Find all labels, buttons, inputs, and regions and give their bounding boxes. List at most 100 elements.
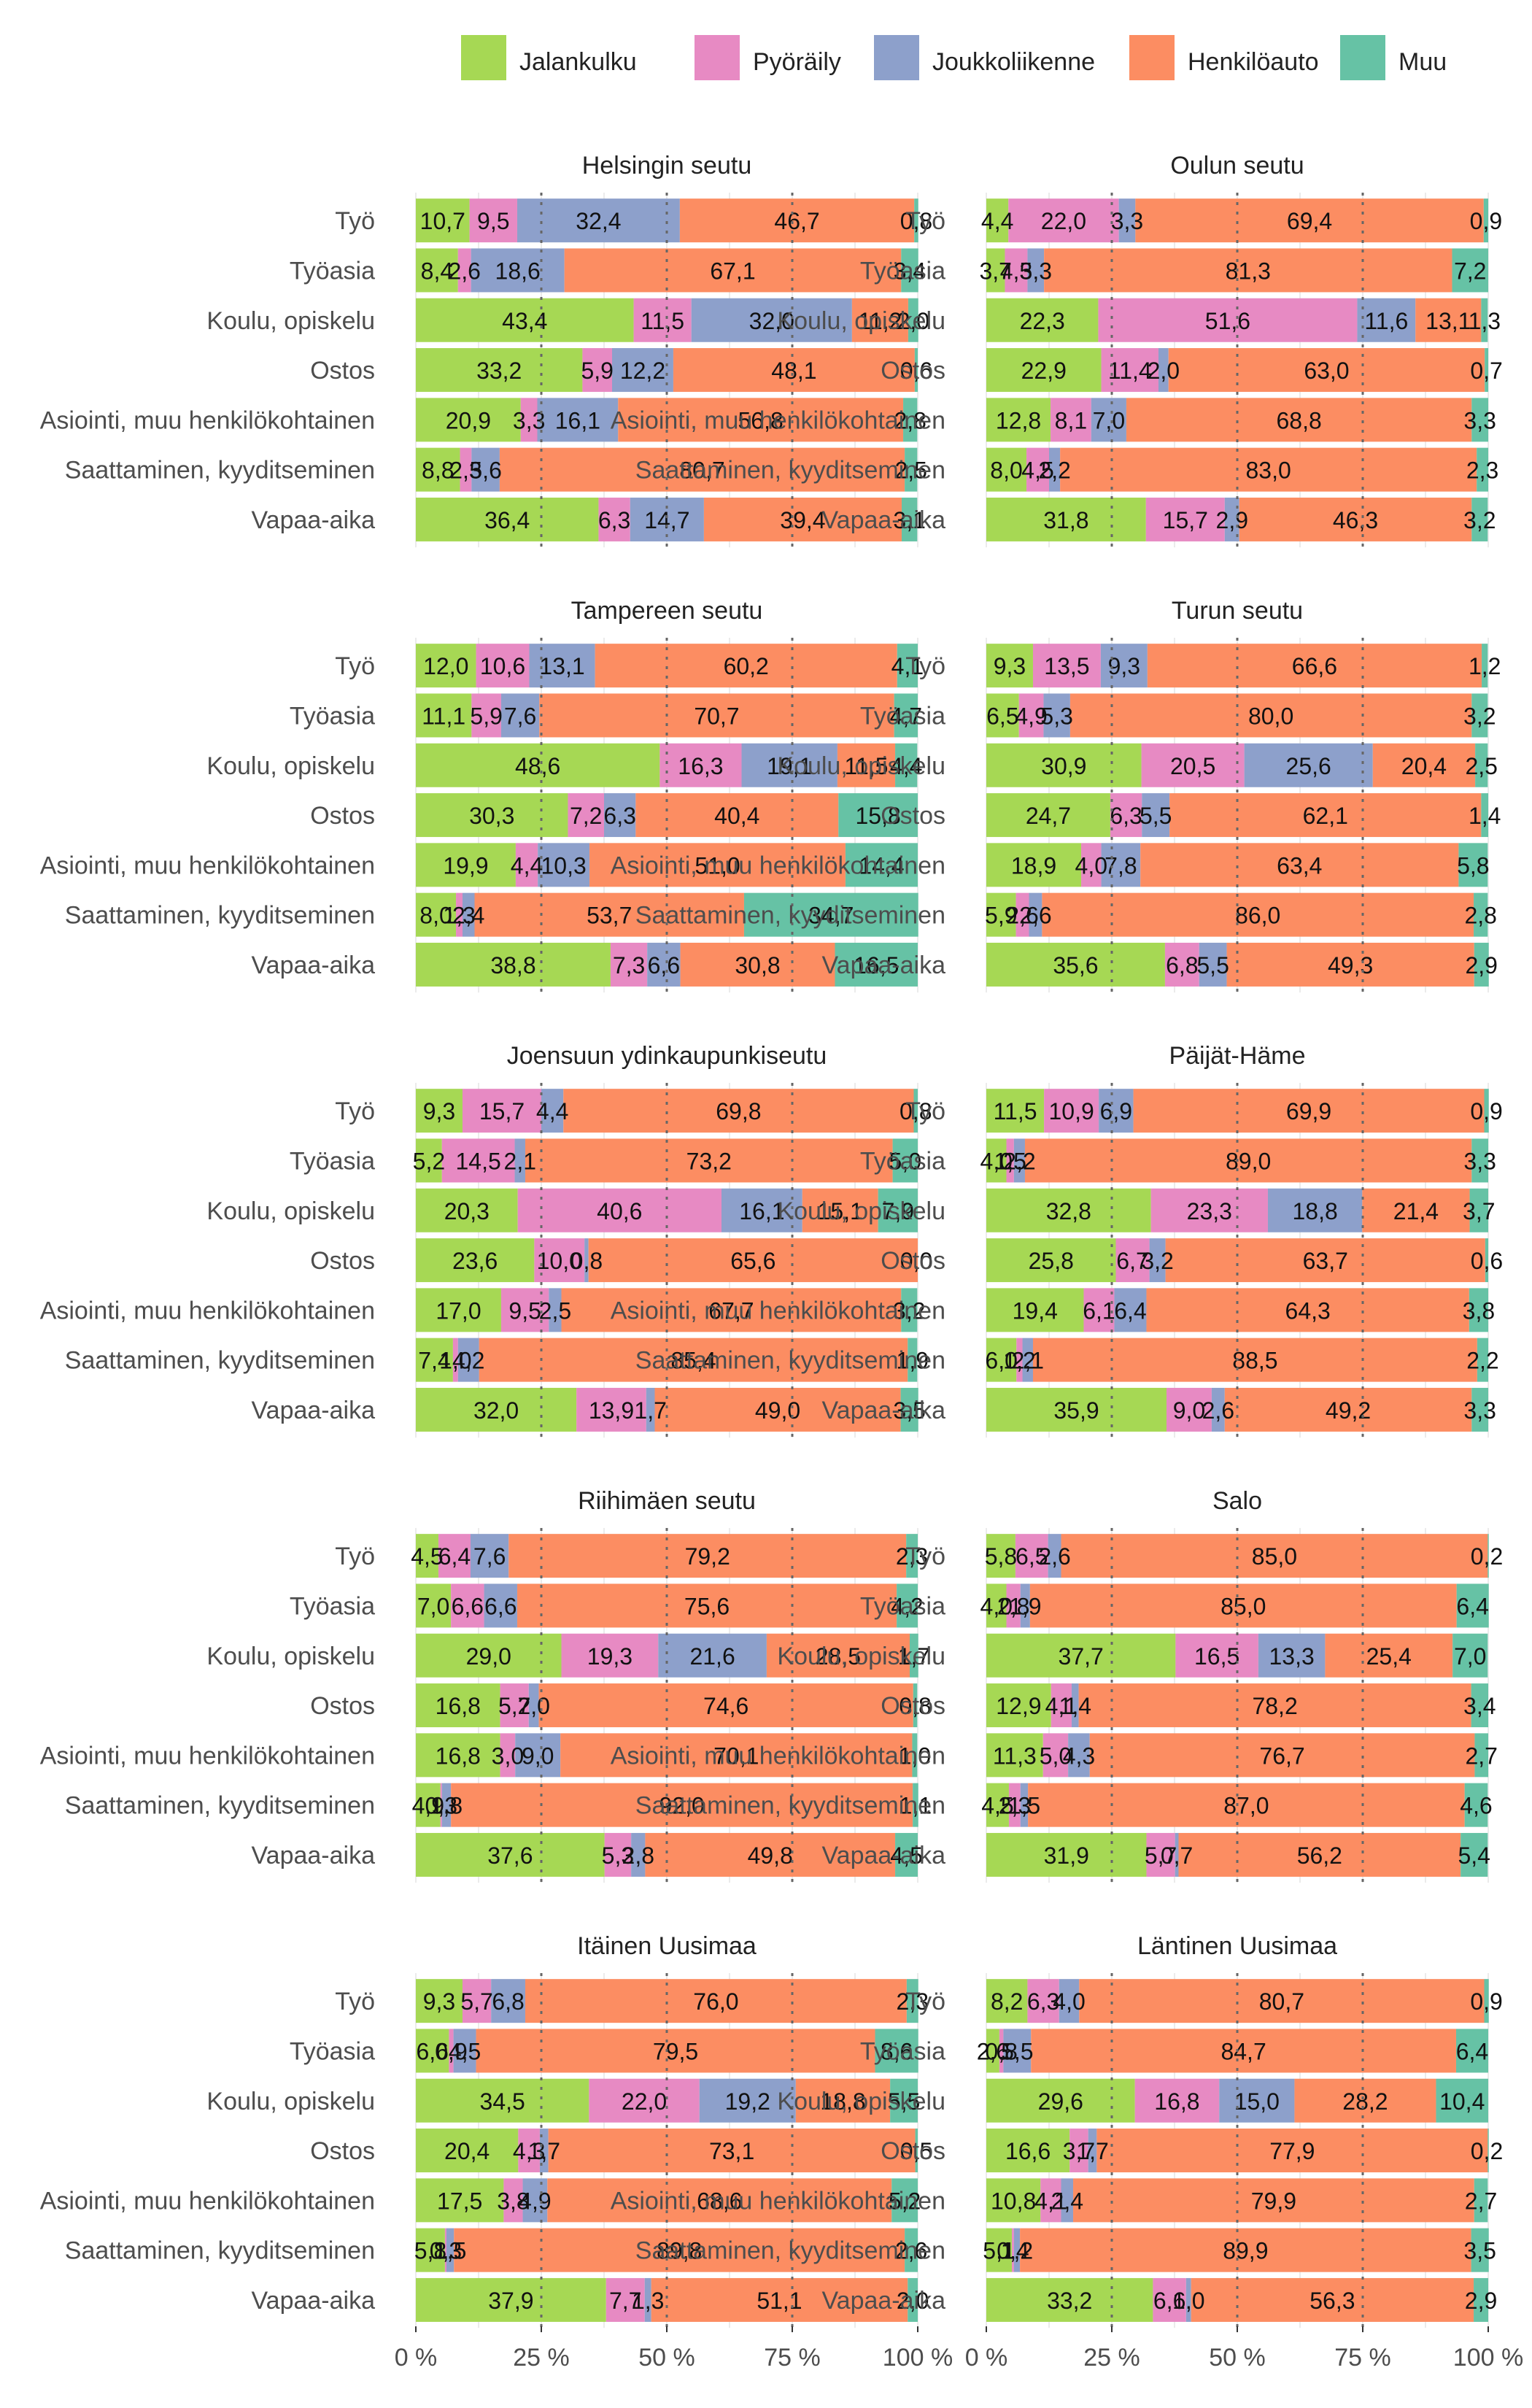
bar-segment-henkilöauto [479,1338,908,1382]
bar-row: 9,3 13,5 9,3 66,6 1,2 [986,644,1501,688]
bar-row: 4,02,81,9 85,0 6,4 [980,1583,1489,1628]
category-label: Vapaa-aika [822,952,946,979]
bar-segment-joukkoliikenne [741,743,837,787]
bar-row: 30,3 7,2 6,3 40,4 15,8 [416,793,918,838]
data-label: 11,5 [994,1098,1037,1124]
data-label: 76,0 [693,1988,738,2015]
category-label: Koulu, opiskelu [206,1643,375,1670]
category-label: Asiointi, muu henkilökohtainen [611,406,945,434]
bar-segment-henkilöauto [454,2228,905,2272]
data-label: 5,5 [1140,803,1172,829]
data-label: 5,0 [1040,1743,1072,1769]
bar-segment-henkilöauto [1415,298,1482,342]
bar-segment-henkilöauto [1078,1683,1471,1728]
legend-label: Jalankulku [519,48,637,76]
data-label: 10,3 [541,852,586,879]
data-label: 32,0 [749,308,794,334]
data-label: 51,0 [695,852,740,879]
bar-segment-pyöräily [999,2029,1004,2073]
category-label: Koulu, opiskelu [777,307,945,335]
data-label: 68,6 [697,2188,742,2214]
bar-segment-jalankulku [416,1733,500,1778]
bar-row: 12,8 8,1 7,0 68,8 3,3 [986,398,1496,442]
data-label: 4,9 [412,1793,444,1819]
bar-segment-joukkoliikenne [1071,1683,1079,1728]
bar-row: 30,9 20,5 25,6 20,4 2,5 [986,743,1498,787]
data-label: 4,5 [449,2038,481,2064]
data-label: 68,8 [1276,407,1321,433]
legend-swatch [461,35,506,80]
data-label: 1,3 [1469,308,1501,334]
data-label: 6,3 [1110,803,1142,829]
bar-row: 8,82,35,6 80,7 2,5 [416,447,927,492]
data-label: 11,3 [993,1743,1037,1769]
panel-title: Turun seutu [1172,597,1303,625]
data-label: 2,8 [622,1842,654,1869]
bar-segment-joukkoliikenne [1027,248,1045,293]
bar-row: 31,9 5,70,7 56,2 5,4 [986,1832,1490,1877]
data-label: 4,4 [890,753,922,779]
bar-segment-jalankulku [986,2178,1041,2223]
bar-row: 22,9 11,42,0 63,0 0,7 [986,348,1503,393]
bar-segment-jalankulku [416,1238,535,1283]
bar-segment-jalankulku [416,1979,463,2023]
bar-segment-henkilöauto [525,1138,893,1183]
bar-segment-pyöräily [1005,248,1028,293]
data-label: 2,6 [1019,903,1051,929]
data-label: 2,1 [1012,1348,1044,1374]
bar-segment-jalankulku [416,1387,577,1432]
data-label: 16,6 [1005,2138,1051,2164]
data-label: 32,0 [473,1397,519,1424]
bar-segment-jalankulku [416,2078,589,2123]
panel-3: Turun seutu Työ Työasia Koulu, opiskelu Osto… [611,597,1501,993]
bar-segment-pyöräily [1141,743,1245,787]
bar-segment-pyöräily [1015,892,1029,937]
bar-segment-muu [915,2129,918,2173]
data-label: 73,2 [686,1148,732,1174]
data-label: 1,2 [1003,1348,1035,1374]
bar-segment-muu [1484,1089,1489,1133]
bar-segment-pyöräily [462,1089,541,1133]
data-label: 12,2 [620,358,665,384]
data-label: 3,3 [1463,1397,1496,1424]
category-label: Koulu, opiskelu [777,1197,945,1225]
data-label: 2,0 [517,1693,549,1719]
bar-row: 31,8 15,7 2,9 46,3 3,2 [986,497,1496,541]
legend-swatch [874,35,919,80]
bar-segment-joukkoliikenne [538,843,590,887]
bar-segment-henkilöauto [635,793,839,838]
bar-segment-joukkoliikenne [691,298,852,342]
data-label: 89,8 [657,2238,702,2264]
panel-title: Itäinen Uusimaa [577,1932,757,1960]
bar-segment-pyöräily [1008,198,1119,243]
data-label: 0,9 [1470,1988,1502,2015]
bar-segment-joukkoliikenne [631,1832,646,1877]
data-label: 3,5 [893,1397,925,1424]
bar-segment-jalankulku [986,1979,1028,2023]
category-label: Vapaa-aika [822,1397,946,1424]
data-label: 4,9 [519,2188,551,2214]
bar-segment-pyöräily [561,1633,659,1678]
data-label: 28,5 [816,1643,861,1670]
data-label: 6,4 [1456,2038,1488,2064]
data-label: 66,6 [1292,653,1337,679]
bar-segment-jalankulku [986,843,1082,887]
data-label: 0,7 [1161,1842,1193,1869]
bar-segment-muu [1487,1534,1489,1578]
bar-segment-pyöräily [1006,1138,1014,1183]
data-label: 15,0 [1234,2088,1280,2115]
data-label: 6,5 [1015,1543,1048,1570]
data-label: 77,9 [1269,2138,1315,2164]
bar-segment-pyöräily [1051,398,1091,442]
category-label: Työasia [290,1592,375,1620]
data-label: 9,3 [423,1098,455,1124]
data-label: 9,0 [522,1743,554,1769]
data-label: 53,7 [587,903,632,929]
bar-segment-jalankulku [416,1633,562,1678]
panel-0: Helsingin seutu Työ Työasia Koulu, opiskelu… [40,152,932,548]
bar-segment-muu [835,942,918,987]
bar-segment-jalankulku [416,1534,438,1578]
data-label: 84,7 [1220,2038,1266,2064]
bar-row: 11,1 5,9 7,6 70,7 4,7 [416,693,922,738]
